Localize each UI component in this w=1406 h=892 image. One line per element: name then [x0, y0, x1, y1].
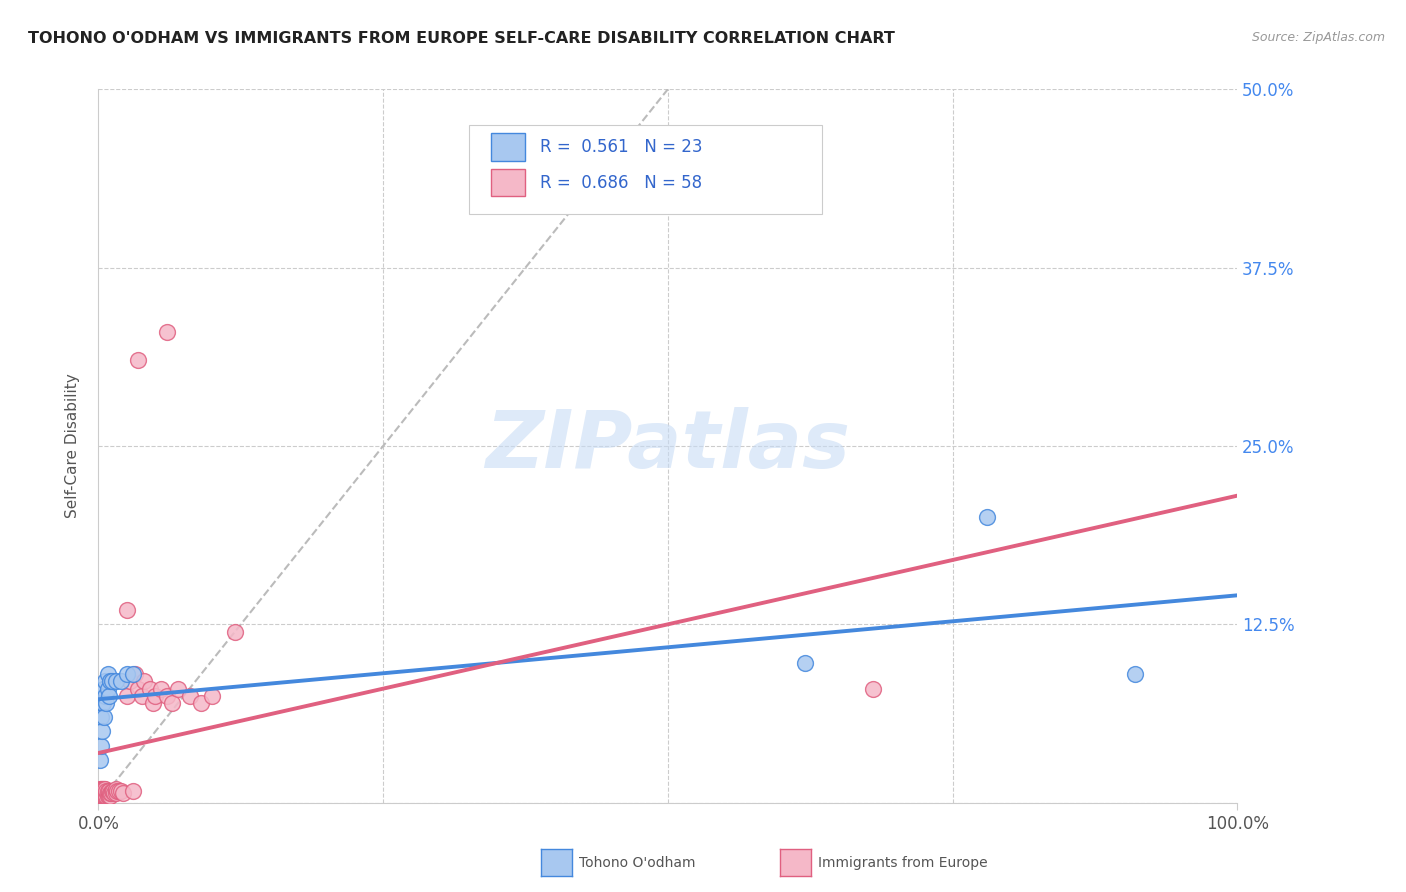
Point: [89, 781, 111, 796]
Point: [90, 784, 112, 798]
Point: [90, 789, 112, 803]
Point: [156, 325, 179, 339]
Point: [96, 784, 118, 798]
Point: [145, 689, 167, 703]
Point: [96, 789, 118, 803]
Point: [104, 781, 127, 796]
Point: [793, 656, 815, 670]
Point: [96, 667, 118, 681]
Point: [89, 753, 111, 767]
Point: [115, 603, 138, 617]
Point: [110, 674, 132, 689]
Point: [138, 681, 160, 696]
Point: [94, 689, 117, 703]
Point: [91, 681, 114, 696]
Point: [90, 696, 112, 710]
Point: [162, 696, 184, 710]
Point: [94, 786, 117, 800]
Point: [190, 696, 212, 710]
Text: Source: ZipAtlas.com: Source: ZipAtlas.com: [1251, 31, 1385, 45]
Point: [89, 784, 111, 798]
Point: [120, 674, 142, 689]
Point: [89, 789, 111, 803]
Point: [96, 789, 118, 803]
Point: [156, 689, 179, 703]
Text: TOHONO O'ODHAM VS IMMIGRANTS FROM EUROPE SELF-CARE DISABILITY CORRELATION CHART: TOHONO O'ODHAM VS IMMIGRANTS FROM EUROPE…: [28, 31, 896, 46]
Point: [90, 781, 112, 796]
Point: [976, 510, 998, 524]
Point: [127, 681, 149, 696]
Point: [124, 667, 146, 681]
Point: [131, 689, 153, 703]
Point: [91, 789, 114, 803]
Point: [93, 786, 115, 800]
Point: [93, 710, 115, 724]
Point: [90, 781, 112, 796]
Y-axis label: Self-Care Disability: Self-Care Disability: [65, 374, 80, 518]
Point: [90, 789, 112, 803]
Point: [121, 667, 143, 681]
Point: [104, 674, 127, 689]
FancyBboxPatch shape: [491, 134, 526, 161]
Text: R =  0.686   N = 58: R = 0.686 N = 58: [540, 174, 703, 192]
Point: [90, 786, 112, 800]
Point: [98, 789, 121, 803]
Text: ZIPatlas: ZIPatlas: [485, 407, 851, 485]
Point: [91, 696, 114, 710]
Point: [108, 784, 131, 798]
Point: [98, 674, 121, 689]
Point: [97, 784, 120, 798]
Point: [115, 689, 138, 703]
Point: [93, 784, 115, 798]
Point: [91, 786, 114, 800]
Point: [132, 674, 155, 689]
Point: [110, 784, 132, 798]
Point: [179, 689, 201, 703]
Point: [103, 786, 125, 800]
Point: [150, 681, 173, 696]
Point: [142, 696, 165, 710]
Point: [90, 710, 112, 724]
Point: [93, 681, 115, 696]
Point: [97, 689, 120, 703]
Point: [93, 789, 115, 803]
Point: [90, 786, 112, 800]
Point: [201, 689, 224, 703]
Point: [862, 681, 884, 696]
Point: [91, 781, 114, 796]
FancyBboxPatch shape: [468, 125, 821, 214]
Point: [97, 789, 120, 803]
Point: [112, 786, 135, 800]
Point: [94, 674, 117, 689]
Point: [101, 784, 124, 798]
Point: [90, 784, 112, 798]
Point: [105, 784, 128, 798]
Point: [96, 681, 118, 696]
Text: R =  0.561   N = 23: R = 0.561 N = 23: [540, 138, 703, 156]
Point: [1123, 667, 1146, 681]
Text: Immigrants from Europe: Immigrants from Europe: [818, 855, 988, 870]
Point: [94, 789, 117, 803]
Point: [104, 786, 127, 800]
Point: [90, 739, 112, 753]
Point: [127, 353, 149, 368]
Point: [115, 667, 138, 681]
Text: Tohono O'odham: Tohono O'odham: [579, 855, 696, 870]
Point: [96, 696, 118, 710]
Point: [98, 786, 121, 800]
FancyBboxPatch shape: [491, 169, 526, 196]
Point: [101, 674, 124, 689]
Point: [224, 624, 246, 639]
Point: [103, 784, 125, 798]
Point: [121, 784, 143, 798]
Point: [167, 681, 190, 696]
Point: [100, 786, 122, 800]
Point: [96, 784, 118, 798]
Point: [94, 781, 117, 796]
Point: [90, 724, 112, 739]
Point: [93, 781, 115, 796]
